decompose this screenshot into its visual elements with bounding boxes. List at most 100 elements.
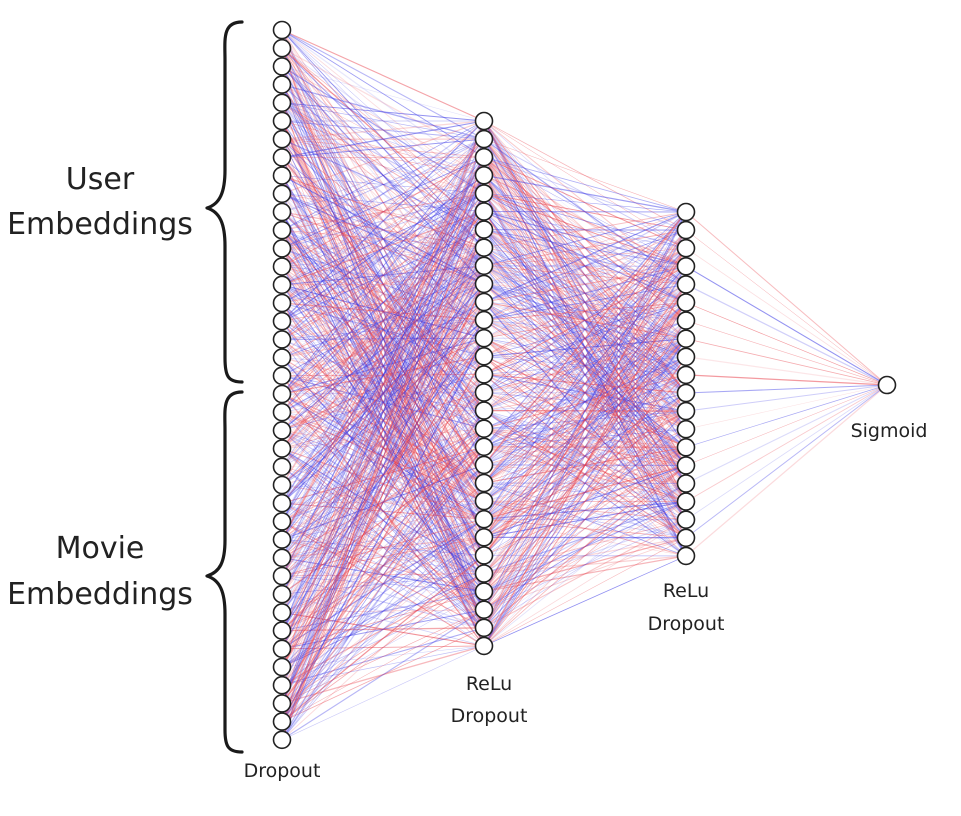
- neuron-layer-1: [272, 384, 292, 404]
- neuron-layer-1: [272, 348, 292, 367]
- neuron-layer-2: [474, 473, 494, 493]
- connection-edge: [281, 428, 485, 613]
- connection-edge: [483, 211, 687, 303]
- connection-edge: [281, 446, 485, 741]
- connection-edge: [281, 536, 485, 559]
- connection-edge: [483, 247, 687, 592]
- connection-edge: [281, 265, 485, 740]
- neuron-layer-1: [272, 148, 292, 167]
- neuron-layer-1: [272, 111, 292, 131]
- connection-edge: [281, 29, 485, 502]
- connection-edge: [281, 519, 485, 722]
- connection-edge: [483, 392, 687, 574]
- connection-edge: [281, 29, 485, 375]
- connection-edge: [281, 229, 485, 631]
- neuron-layer-2: [474, 437, 494, 457]
- connection-edge: [281, 138, 485, 395]
- connection-edge: [281, 411, 485, 448]
- neuron-layer-1: [272, 57, 292, 76]
- connection-edge: [483, 519, 687, 647]
- connection-edge: [483, 338, 687, 629]
- connection-edge: [483, 247, 687, 375]
- connection-edge: [483, 356, 687, 448]
- connection-edge: [281, 48, 485, 484]
- connection-edge: [281, 138, 485, 249]
- connection-edge: [281, 102, 485, 484]
- neuron-layer-1: [272, 330, 292, 349]
- neuron-layer-1: [272, 20, 292, 40]
- connection-edge: [281, 139, 485, 704]
- connection-edge: [281, 320, 485, 610]
- connection-edge: [483, 229, 687, 267]
- connection-edge: [281, 120, 485, 449]
- connection-edge: [281, 448, 485, 647]
- connection-edge: [281, 138, 485, 158]
- connection-edge: [483, 320, 687, 647]
- connection-edge: [483, 284, 687, 592]
- connection-edge: [281, 211, 485, 468]
- connection-edge: [281, 156, 485, 540]
- connection-edge: [281, 537, 485, 668]
- neuron-layer-3: [676, 275, 696, 294]
- connection-edge: [281, 229, 485, 357]
- connection-edge: [281, 446, 485, 722]
- connection-edge: [281, 138, 485, 194]
- connection-edge: [281, 192, 485, 413]
- neuron-layer-1: [272, 730, 292, 750]
- connection-edge: [483, 211, 687, 502]
- connection-edge: [281, 464, 485, 722]
- connection-edge: [281, 175, 485, 610]
- connection-edge: [483, 392, 687, 520]
- neuron-layer-1: [272, 421, 292, 440]
- neuron-layer-2: [474, 129, 494, 149]
- connection-edge: [281, 319, 485, 413]
- neuron-layer-3: [676, 202, 696, 222]
- connection-edge: [281, 609, 485, 650]
- connection-edge: [281, 428, 485, 722]
- connection-edge: [483, 229, 687, 556]
- connection-edge: [281, 247, 485, 359]
- connection-edge: [483, 555, 687, 647]
- connection-edge: [281, 193, 485, 668]
- connection-edge: [483, 229, 687, 339]
- neuron-layer-2: [474, 564, 494, 583]
- neuron-layer-3: [676, 220, 696, 240]
- connection-edge: [281, 29, 485, 212]
- connection-edge: [281, 175, 485, 540]
- connection-edge: [281, 66, 485, 556]
- connection-edge: [281, 120, 485, 704]
- connection-edge: [483, 464, 687, 629]
- connection-edge: [281, 47, 485, 285]
- connection-edge: [281, 502, 485, 611]
- connection-edge: [483, 266, 687, 538]
- connection-edge: [281, 175, 485, 650]
- connection-edge: [281, 175, 485, 413]
- neuron-layer-1: [272, 584, 292, 604]
- connection-edge: [281, 355, 485, 722]
- connection-edge: [483, 156, 687, 430]
- connection-edge: [281, 211, 485, 449]
- connection-edge: [281, 319, 485, 559]
- connection-edge: [281, 229, 485, 740]
- connection-edge: [685, 211, 888, 386]
- connection-edge: [281, 229, 485, 395]
- connection-edges: [281, 29, 888, 741]
- connection-edge: [281, 482, 485, 650]
- connection-edge: [483, 356, 687, 538]
- connection-edge: [281, 266, 485, 412]
- connection-edge: [281, 555, 485, 559]
- connection-edge: [281, 283, 485, 650]
- connection-edge: [281, 301, 485, 577]
- connection-edge: [483, 428, 687, 520]
- connection-edge: [483, 338, 687, 466]
- connection-edge: [281, 157, 485, 411]
- connection-edge: [281, 247, 485, 613]
- user-embeddings-label-line-1: User: [66, 162, 135, 197]
- connection-edge: [685, 384, 888, 557]
- connection-edge: [281, 120, 485, 595]
- connection-edge: [281, 536, 485, 595]
- connection-edge: [281, 120, 485, 322]
- connection-edge: [281, 156, 485, 486]
- neuron-layer-2: [474, 527, 494, 547]
